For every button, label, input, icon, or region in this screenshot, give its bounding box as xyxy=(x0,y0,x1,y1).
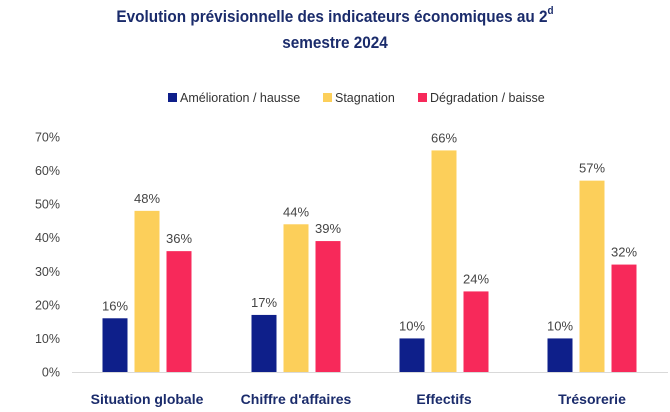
bars xyxy=(102,150,637,372)
y-tick-label: 0% xyxy=(42,366,60,380)
bar-value-label: 32% xyxy=(611,245,637,260)
legend-swatch-1 xyxy=(168,93,177,102)
legend-label-2: Stagnation xyxy=(335,91,395,105)
bar xyxy=(399,338,425,372)
bar xyxy=(283,224,309,372)
x-axis: Situation globale Chiffre d'affaires Effec… xyxy=(91,391,626,407)
y-tick-label: 70% xyxy=(35,131,60,145)
y-tick-label: 50% xyxy=(35,198,60,212)
chart-title-line1: Evolution prévisionnelle des indicateurs… xyxy=(116,7,548,26)
bar xyxy=(431,150,457,372)
chart-legend: Amélioration / hausse Stagnation Dégradati… xyxy=(168,91,545,105)
bar-value-label: 57% xyxy=(579,161,605,176)
bar-value-label: 10% xyxy=(399,318,425,333)
value-labels: 16% 48% 36% 17% 44% 39% 10% 66% 24% 10% 57% 32% xyxy=(102,130,637,333)
bar xyxy=(579,180,605,372)
bar xyxy=(166,251,192,372)
x-category-label: Situation globale xyxy=(91,391,204,407)
legend-label-3: Dégradation / baisse xyxy=(430,91,545,105)
legend-swatch-3 xyxy=(418,93,427,102)
bar-value-label: 44% xyxy=(283,204,309,219)
bar xyxy=(547,338,573,372)
bar xyxy=(315,241,341,372)
y-tick-label: 60% xyxy=(35,164,60,178)
bar xyxy=(611,264,637,372)
bar xyxy=(134,210,160,372)
bar xyxy=(463,291,489,372)
chart-title-line2: semestre 2024 xyxy=(282,33,388,52)
y-tick-label: 10% xyxy=(35,332,60,346)
bar-value-label: 48% xyxy=(134,191,160,206)
bar-value-label: 66% xyxy=(431,130,457,145)
x-category-label: Effectifs xyxy=(416,391,471,407)
bar xyxy=(251,314,277,372)
bar-value-label: 16% xyxy=(102,298,128,313)
y-axis: 0% 10% 20% 30% 40% 50% 60% 70% xyxy=(35,131,60,380)
chart-title: Evolution prévisionnelle des indicateurs… xyxy=(34,4,637,56)
bar-value-label: 10% xyxy=(547,318,573,333)
bar-value-label: 36% xyxy=(166,231,192,246)
y-tick-label: 20% xyxy=(35,298,60,312)
bar-value-label: 39% xyxy=(315,221,341,236)
y-tick-label: 40% xyxy=(35,231,60,245)
chart-title-superscript: d xyxy=(547,5,554,18)
bar-value-label: 24% xyxy=(463,271,489,286)
x-category-label: Chiffre d'affaires xyxy=(241,391,352,407)
bar-value-label: 17% xyxy=(251,295,277,310)
legend-label-1: Amélioration / hausse xyxy=(180,91,300,105)
y-tick-label: 30% xyxy=(35,265,60,279)
x-category-label: Trésorerie xyxy=(558,391,626,407)
bar xyxy=(102,318,128,372)
legend-swatch-2 xyxy=(323,93,332,102)
